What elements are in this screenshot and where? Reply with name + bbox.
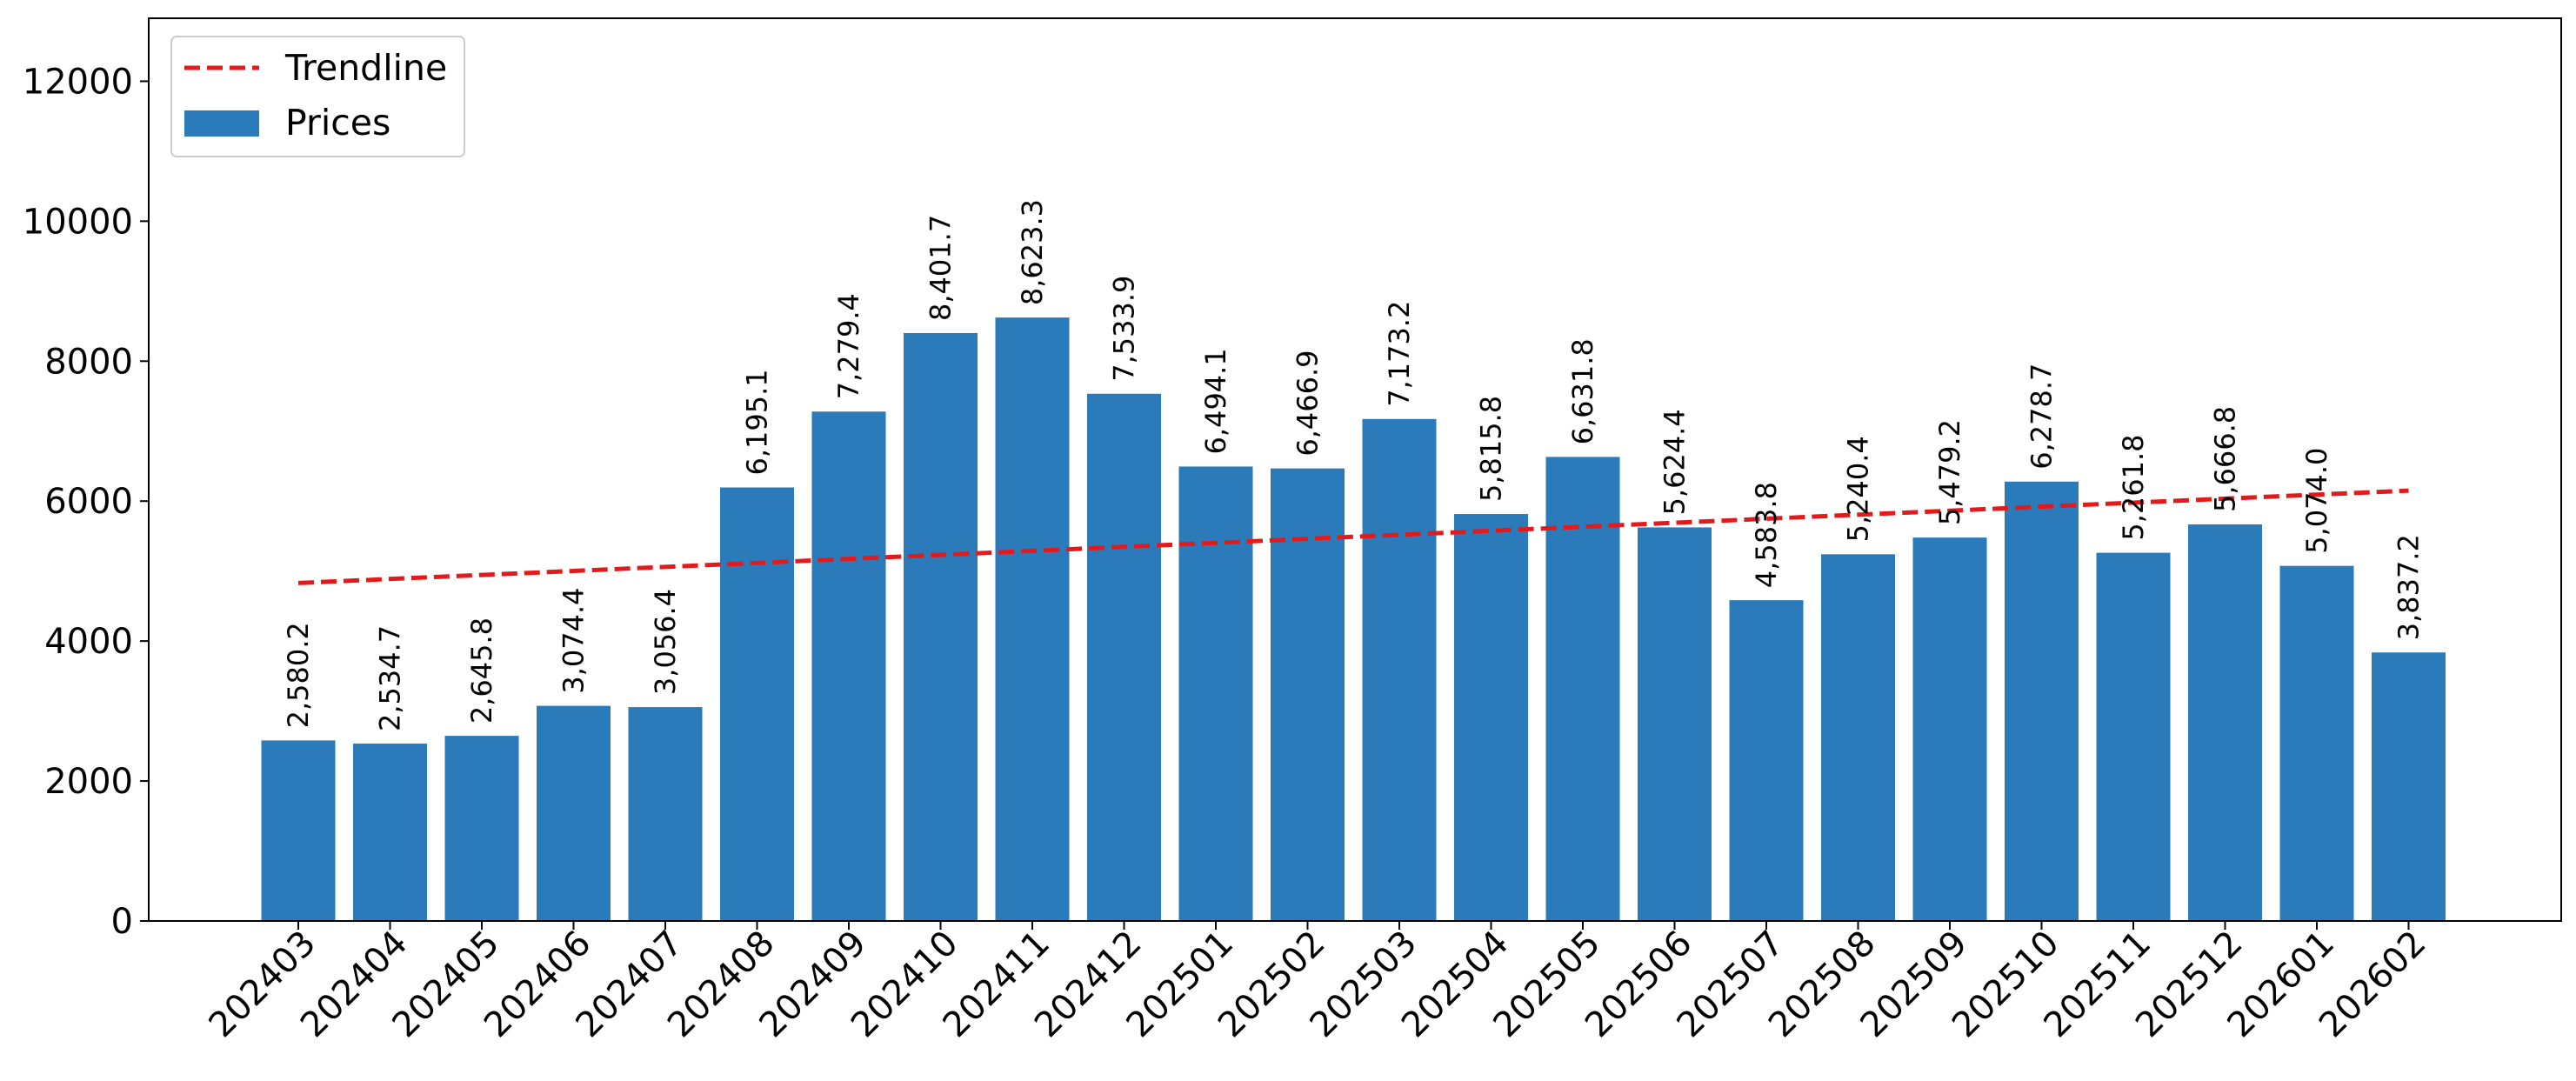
bar-202412	[1087, 393, 1161, 921]
bar-202403	[261, 740, 336, 921]
bar-value-label-202502: 6,466.9	[1291, 350, 1325, 456]
bar-202501	[1178, 466, 1253, 921]
bar-value-label-202411: 8,623.3	[1016, 199, 1049, 305]
bar-value-label-202410: 8,401.7	[924, 215, 958, 321]
bar-202504	[1454, 514, 1528, 921]
bar-202512	[2188, 524, 2262, 921]
bar-value-label-202509: 5,479.2	[1933, 419, 1966, 525]
bar-202506	[1638, 527, 1712, 921]
legend-prices-swatch	[184, 110, 259, 137]
y-tick-label: 6000	[44, 482, 133, 522]
bar-202503	[1362, 418, 1437, 921]
bar-value-label-202405: 2,645.8	[465, 617, 498, 724]
bar-202510	[2005, 481, 2079, 921]
bar-value-label-202501: 6,494.1	[1199, 348, 1232, 454]
legend: Trendline Prices	[170, 36, 465, 157]
bar-202406	[537, 705, 611, 921]
bar-value-label-202510: 6,278.7	[2025, 364, 2059, 470]
bar-202405	[444, 736, 519, 921]
y-tick-label: 2000	[44, 762, 133, 802]
y-tick-label: 12000	[23, 62, 133, 102]
bars-group	[261, 317, 2446, 922]
bar-202409	[811, 411, 886, 922]
bar-202505	[1545, 457, 1620, 921]
bar-value-label-202409: 7,279.4	[832, 293, 865, 399]
bar-202509	[1912, 537, 1987, 921]
bar-value-label-202508: 5,240.4	[1842, 436, 1875, 542]
bar-value-label-202503: 7,173.2	[1383, 301, 1416, 407]
y-tick-label: 10000	[23, 202, 133, 242]
y-tick-label: 8000	[44, 342, 133, 382]
bar-value-label-202407: 3,056.4	[649, 589, 682, 695]
bar-202507	[1729, 600, 1804, 921]
legend-trendline-label: Trendline	[284, 47, 447, 89]
bar-202508	[1821, 554, 1895, 921]
bar-value-label-202412: 7,533.9	[1108, 276, 1141, 382]
bar-202408	[720, 487, 794, 921]
bar-value-label-202404: 2,534.7	[374, 625, 407, 731]
bar-202407	[628, 707, 703, 921]
y-tick-label: 0	[111, 902, 133, 942]
bar-202410	[904, 332, 978, 921]
bar-202511	[2096, 552, 2171, 921]
bar-labels-group: 2,580.2 2,534.7 2,645.8 3,074.4 3,056.4 6,195…	[282, 199, 2426, 731]
bar-202502	[1271, 468, 1345, 921]
bar-value-label-202507: 4,583.8	[1750, 482, 1783, 588]
bar-value-label-202504: 5,815.8	[1475, 396, 1508, 502]
legend-prices-label: Prices	[285, 102, 390, 143]
bar-value-label-202511: 5,261.8	[2117, 434, 2150, 540]
y-axis: 0 2000 4000 6000 8000 10000 12000	[23, 62, 149, 942]
bar-value-label-202408: 6,195.1	[741, 369, 774, 475]
bar-202601	[2279, 565, 2354, 921]
plot-frame	[148, 17, 2562, 922]
bar-202404	[353, 744, 427, 921]
bar-202602	[2372, 652, 2446, 921]
bar-202411	[995, 317, 1070, 922]
bar-value-label-202505: 6,631.8	[1566, 338, 1599, 444]
bar-value-label-202601: 5,074.0	[2300, 448, 2333, 554]
trendline-group	[297, 488, 2409, 585]
y-tick-label: 4000	[44, 622, 133, 662]
trendline	[297, 488, 2409, 585]
x-axis: 2024032024042024052024062024072024082024…	[202, 921, 2434, 1045]
bar-value-label-202506: 5,624.4	[1658, 409, 1692, 515]
bar-value-label-202512: 5,666.8	[2209, 406, 2242, 512]
bar-value-label-202406: 3,074.4	[557, 587, 591, 693]
bar-value-label-202403: 2,580.2	[282, 622, 315, 728]
bar-value-label-202602: 3,837.2	[2392, 534, 2426, 640]
